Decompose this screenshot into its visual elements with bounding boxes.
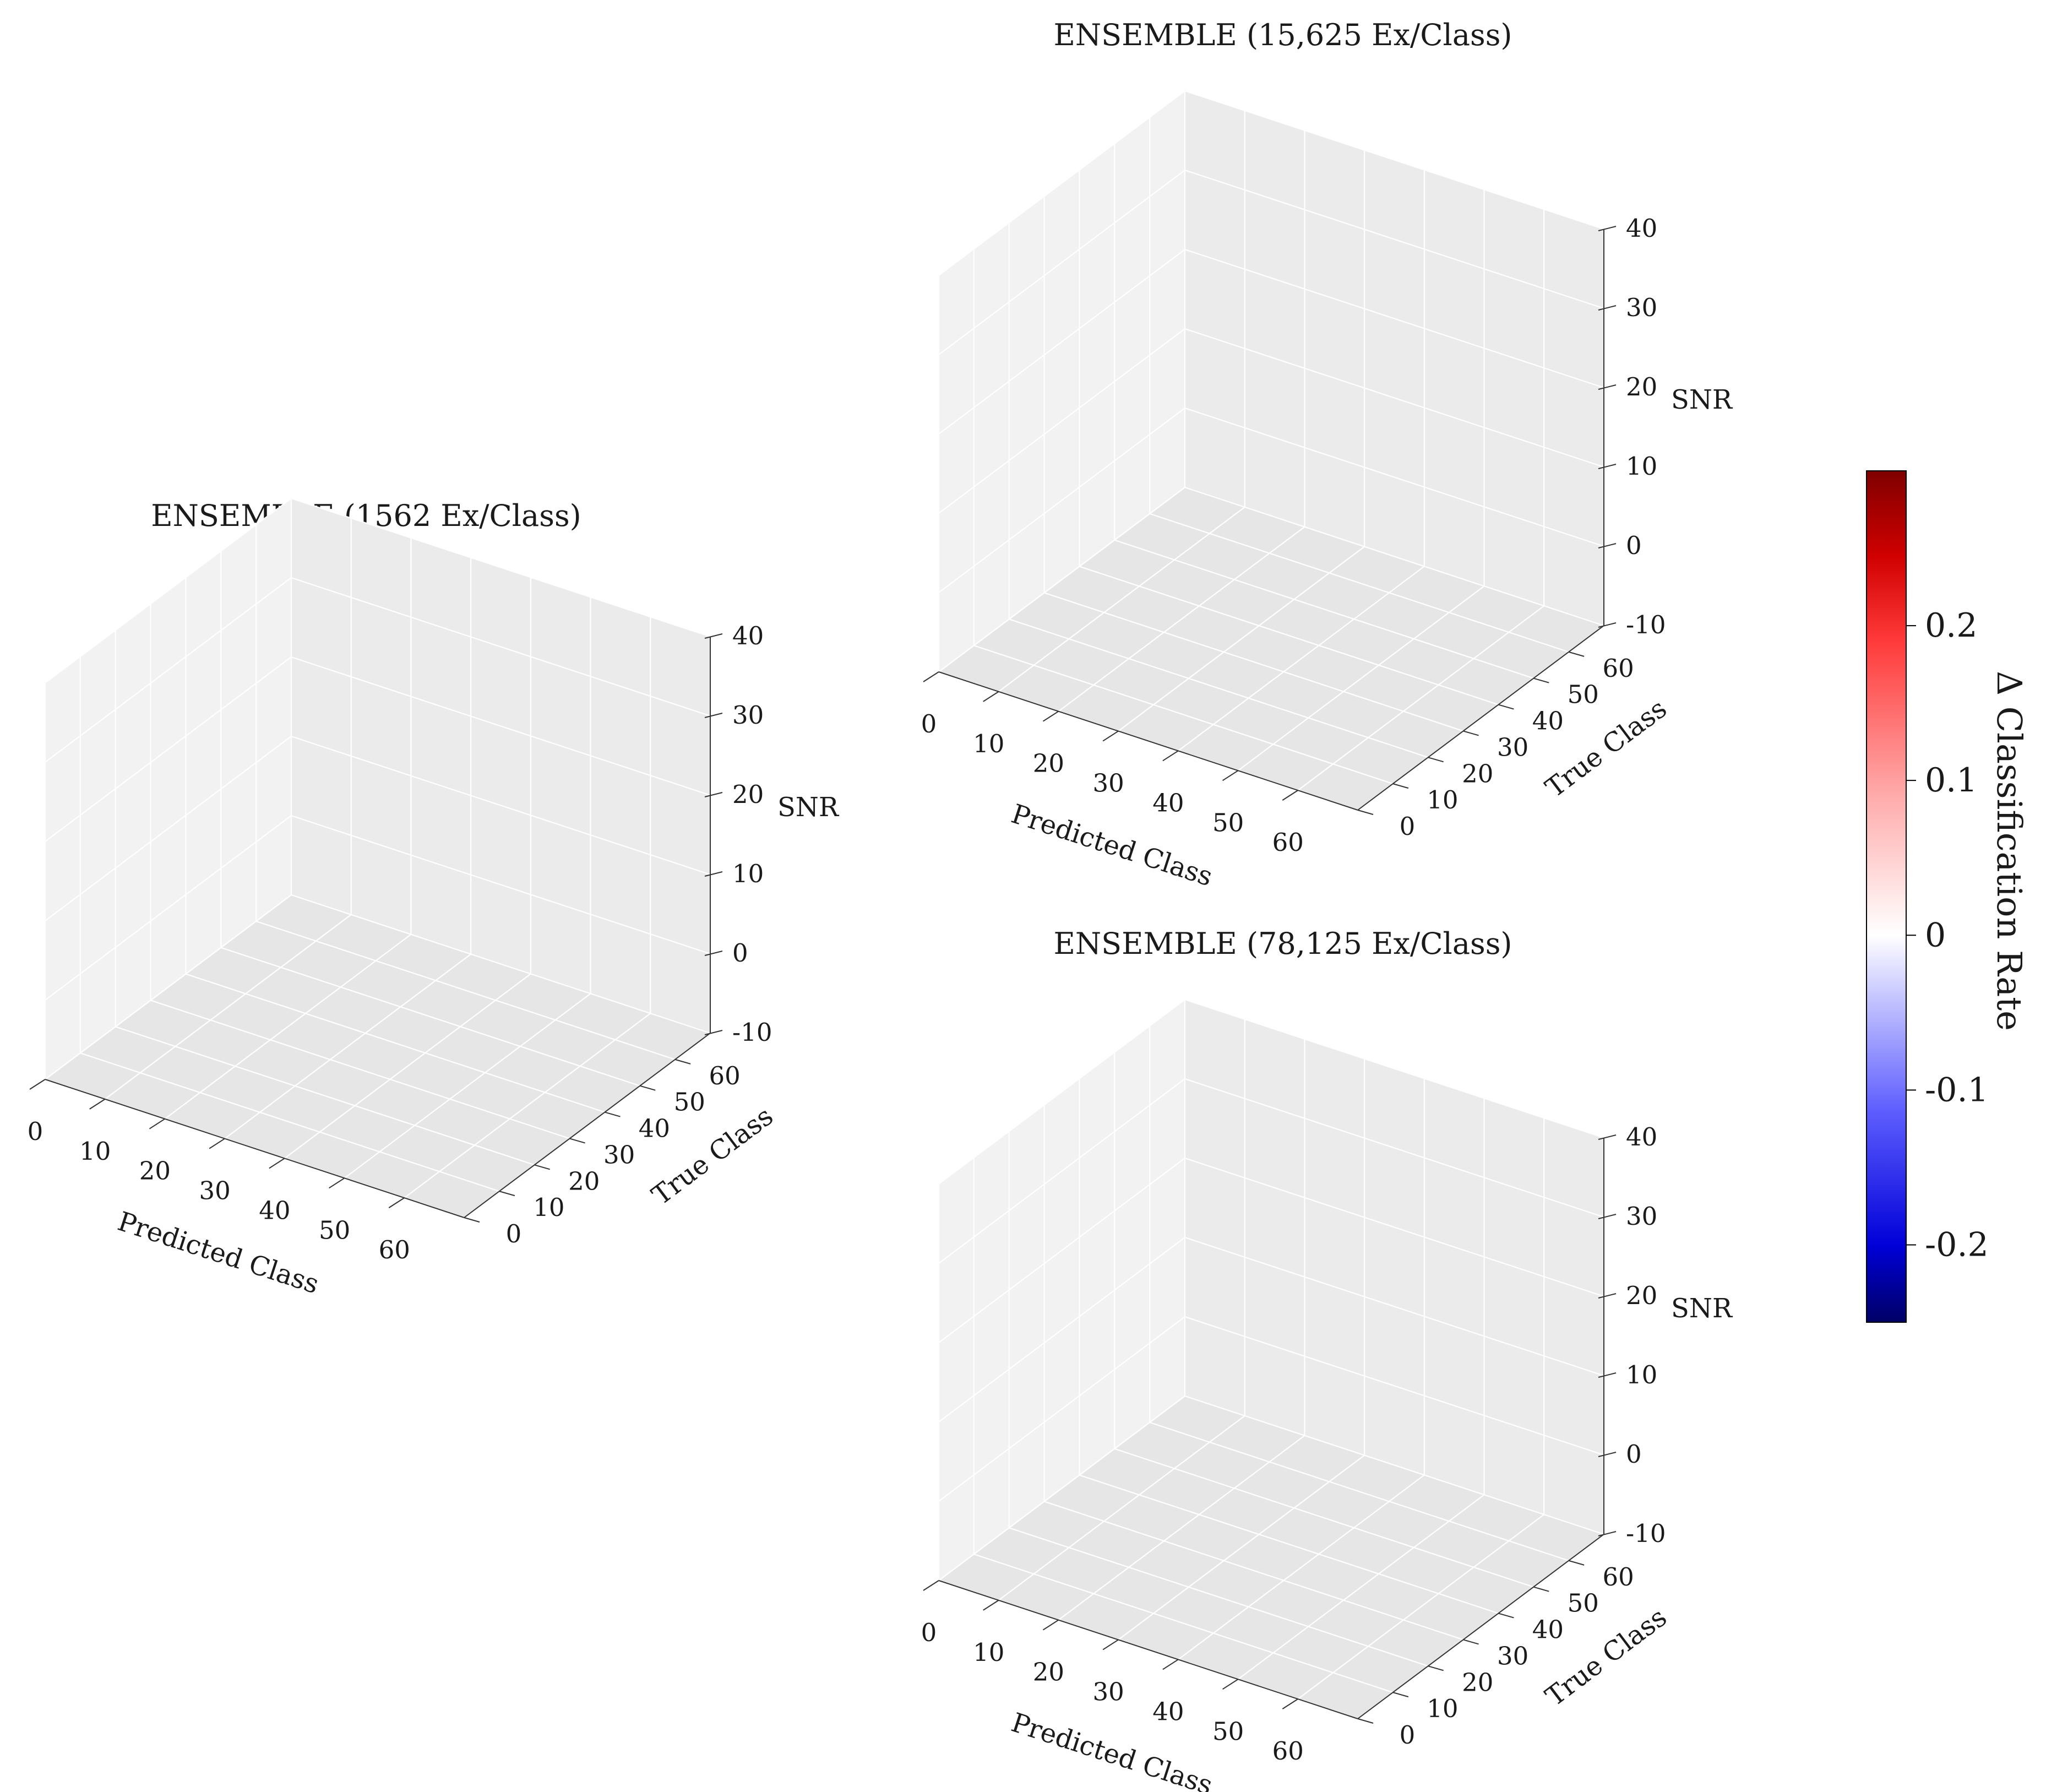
chart-panel-1562: ENSEMBLE (1562 Ex/Class) 010203040506001…	[28, 498, 840, 1300]
